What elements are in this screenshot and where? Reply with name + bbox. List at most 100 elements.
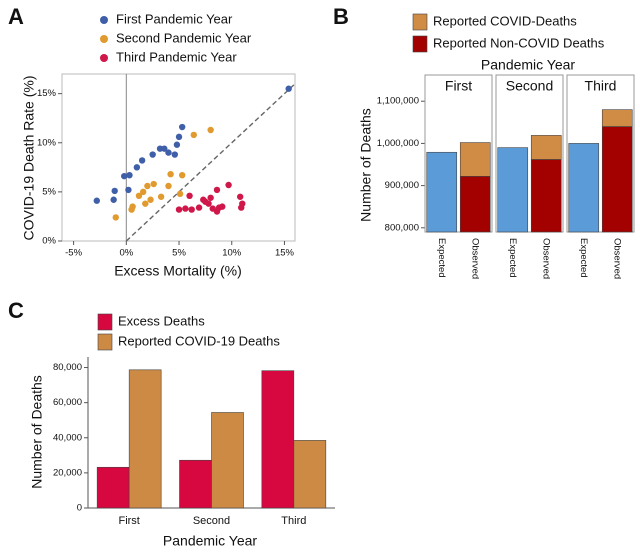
x-tick-label: First [118, 515, 139, 527]
point [219, 203, 226, 210]
bar [568, 143, 600, 233]
point [147, 196, 154, 203]
facet-label: Third [585, 78, 617, 94]
point [150, 180, 157, 188]
x-tick-label: 10% [222, 248, 242, 259]
point [161, 145, 168, 152]
x-tick-label: Observed [612, 238, 623, 279]
facet-label: Second [506, 78, 553, 94]
point [144, 182, 151, 190]
x-tick-label: 15% [275, 248, 295, 259]
panel: -5% 0% 5% 10% 15% 0% 5% 10% 15% A First Pandemic Y… [8, 4, 296, 279]
x-tick-label: Observed [470, 238, 481, 279]
point [157, 193, 165, 200]
point [182, 205, 189, 212]
point [133, 164, 141, 171]
y-tick-label: 1,100,000 [377, 96, 419, 107]
point [138, 157, 146, 164]
facet-frame [424, 74, 493, 233]
bar [497, 147, 529, 233]
y-axis-title: COVID-19 Death Rate (%) [21, 76, 37, 241]
legend-swatch [97, 313, 113, 331]
y-tick-label: 15% [37, 88, 57, 99]
facet-label: First [445, 78, 472, 94]
facet-frame [495, 74, 564, 233]
x-tick-label: Expected [507, 238, 518, 278]
point [173, 141, 181, 148]
y-axis-title: Number of Deaths [358, 108, 374, 222]
plot-frame [61, 73, 296, 242]
panel-letter: B [333, 4, 349, 29]
panel: Pandemic Year 800,000 900,000 1,000,000 1,10… [333, 4, 635, 279]
bar-segment [601, 126, 633, 233]
point [171, 151, 179, 158]
y-tick-label: 60,000 [53, 397, 82, 408]
point [139, 188, 147, 196]
legend-label: Second Pandemic Year [116, 30, 252, 45]
bar [211, 412, 244, 509]
point [213, 186, 221, 194]
x-axis-title: Pandemic Year [163, 533, 258, 549]
legend-marker [100, 54, 108, 62]
legend-swatch [412, 13, 428, 31]
x-tick-label: Second [193, 515, 230, 527]
point [126, 171, 133, 179]
x-tick-label: Expected [578, 238, 589, 278]
legend-label: Third Pandemic Year [116, 49, 237, 64]
x-axis-title: Excess Mortality (%) [114, 263, 242, 279]
bar [261, 370, 295, 509]
bar [128, 369, 162, 509]
bar-segment [459, 176, 491, 233]
y-tick-label: 40,000 [53, 432, 82, 443]
point [121, 172, 128, 180]
point [112, 214, 119, 221]
y-tick-label: 10% [37, 137, 57, 148]
panel-letter: A [8, 4, 24, 29]
point [190, 131, 197, 139]
x-tick-label: -5% [65, 248, 82, 259]
point [205, 200, 212, 207]
point [149, 151, 156, 158]
legend-label: Reported COVID-Deaths [433, 13, 577, 28]
bar [179, 459, 212, 509]
y-tick-label: 5% [42, 186, 56, 197]
panel-letter: C [8, 298, 24, 323]
point [186, 192, 193, 200]
point [167, 171, 174, 178]
facet-title: Pandemic Year [481, 57, 576, 73]
point [239, 200, 246, 207]
facet-frame [566, 74, 635, 233]
legend-label: Reported Non-COVID Deaths [433, 35, 605, 50]
x-tick-label: Observed [541, 238, 552, 279]
x-tick-label: Expected [436, 238, 447, 278]
bar [96, 466, 130, 509]
legend-swatch [412, 35, 428, 53]
point [175, 206, 183, 213]
legend-label: Excess Deaths [118, 313, 205, 328]
y-axis-title: Number of Deaths [29, 375, 45, 489]
bar-segment [530, 159, 562, 233]
point [178, 123, 186, 131]
point [188, 206, 195, 213]
point [176, 190, 184, 198]
y-tick-label: 1,000,000 [377, 138, 419, 149]
point [236, 193, 244, 200]
bar-segment [459, 142, 491, 177]
panel: 0 20,000 40,000 60,000 80,000 First Second Thir… [8, 298, 335, 549]
y-tick-label: 0 [77, 503, 82, 514]
point [93, 197, 100, 204]
y-tick-label: 900,000 [385, 180, 419, 191]
bar-segment [601, 109, 633, 127]
point [207, 194, 214, 201]
x-tick-label: 0% [119, 248, 133, 259]
point [175, 133, 183, 141]
y-tick-label: 80,000 [53, 362, 82, 373]
x-tick-label: 5% [172, 248, 186, 259]
point [142, 200, 149, 207]
point [110, 196, 117, 203]
legend-label: Reported COVID-19 Deaths [118, 333, 280, 348]
x-tick-label: Third [281, 515, 306, 527]
point [225, 181, 232, 189]
legend-swatch [97, 333, 113, 351]
identity-line [125, 83, 296, 242]
